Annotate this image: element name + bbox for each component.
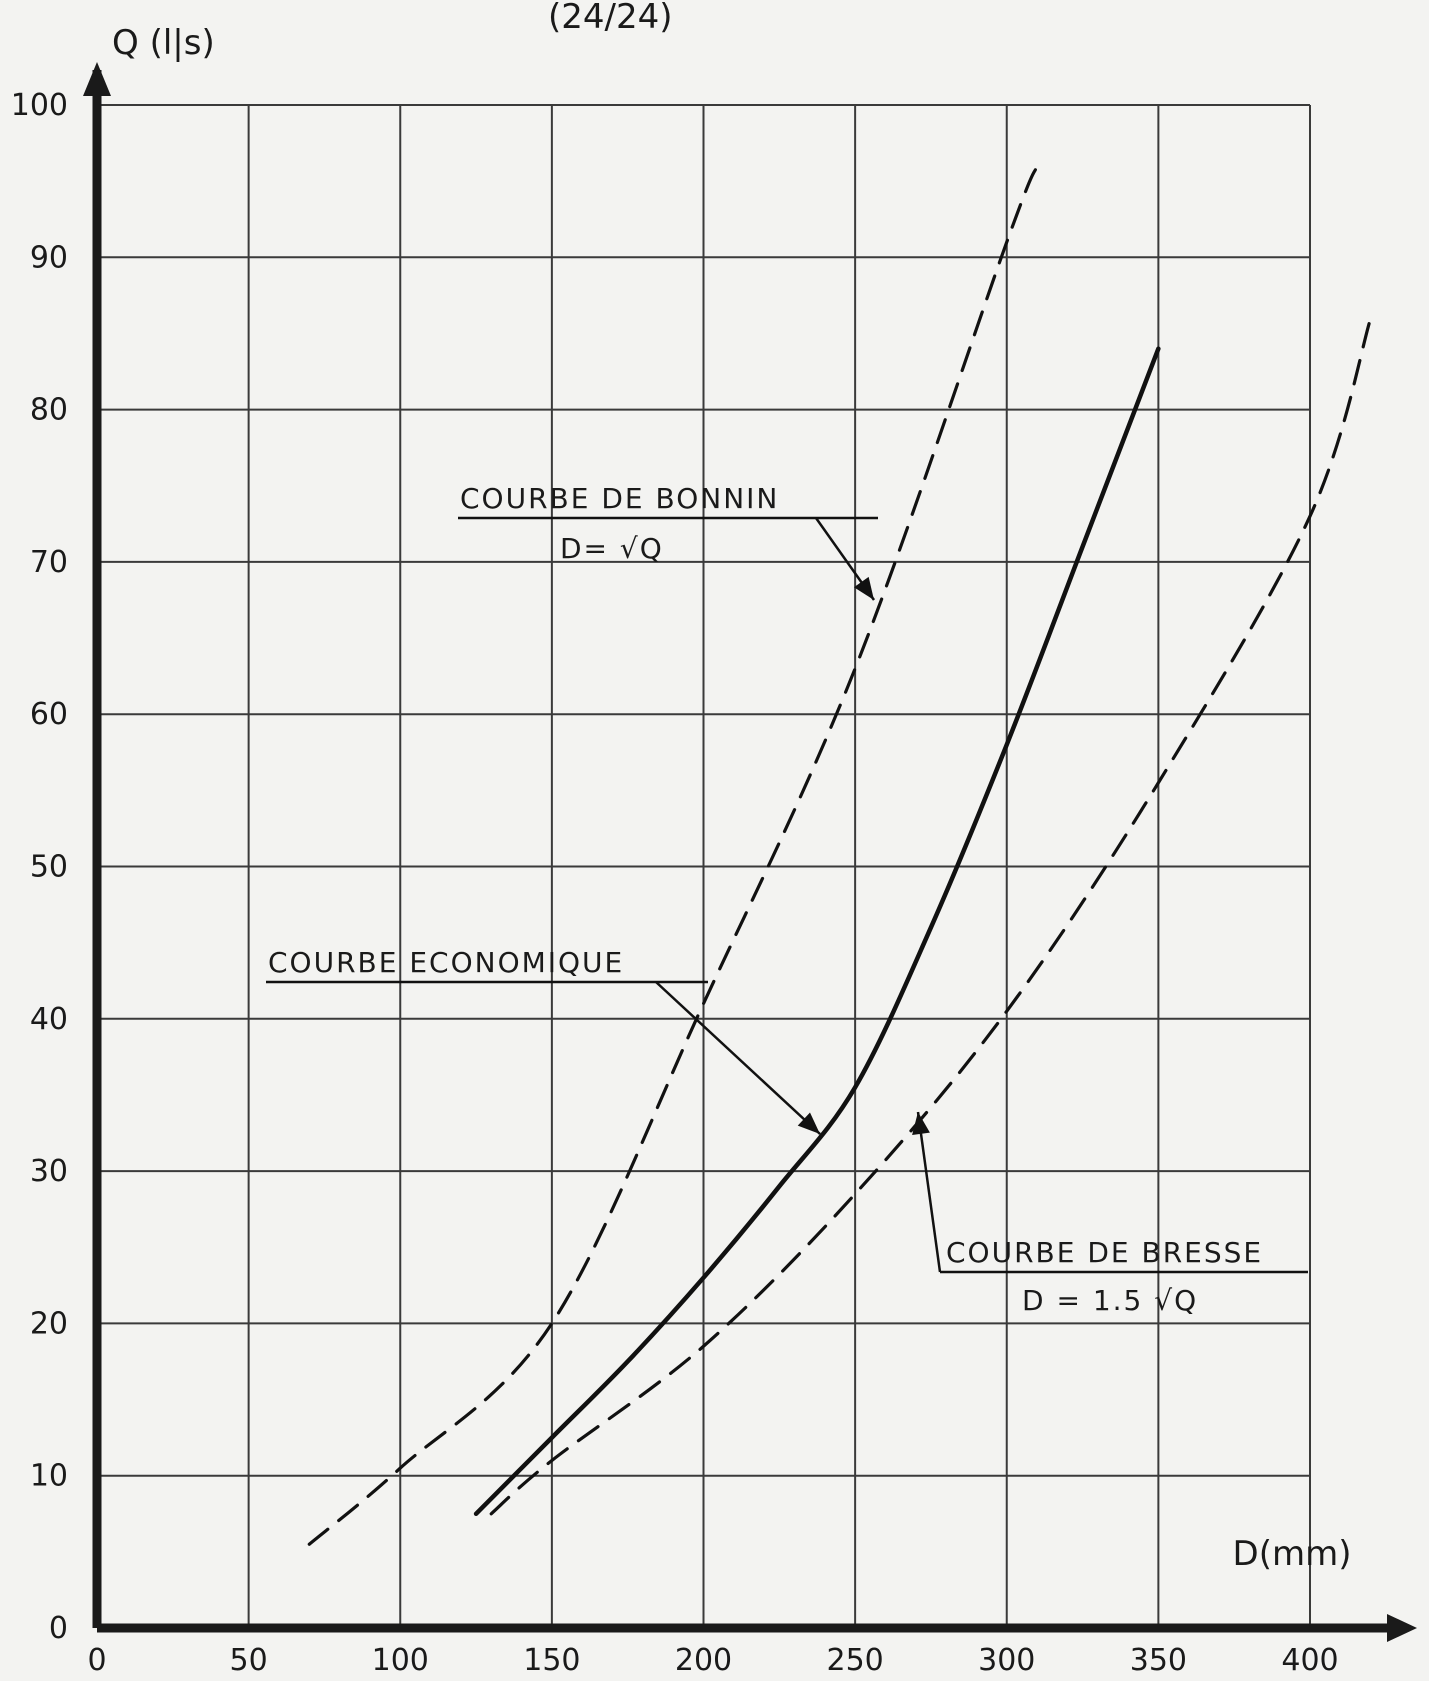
arrowhead-bresse [912,1112,930,1136]
annotation-bresse-name: COURBE DE BRESSE [946,1236,1263,1269]
y-tick-label-3: 30 [30,1154,68,1189]
series-line-0 [307,164,1039,1546]
y-axis-label: Q (l|s) [112,23,215,63]
annotation-bonnin-name: COURBE DE BONNIN [460,482,779,515]
y-tick-label-5: 50 [30,850,68,885]
leader-bresse [916,1111,942,1273]
y-tick-label-9: 90 [30,240,68,275]
annotations: COURBE DE BONNIN D= √Q COURBE ECONOMIQUE… [266,482,1308,1317]
x-tick-label-3: 150 [523,1643,580,1676]
y-tick-label-2: 20 [30,1306,68,1341]
grid-lines [97,104,1311,1628]
series-line-2 [489,316,1373,1516]
x-tick-label-0: 0 [87,1643,106,1676]
y-tick-labels: 0 10 20 30 40 50 60 70 80 90 100 [11,88,68,1646]
series-lines [307,164,1373,1546]
y-tick-label-4: 40 [30,1002,68,1037]
series-line-1 [473,346,1161,1517]
x-tick-label-7: 350 [1130,1643,1187,1676]
y-tick-label-7: 70 [30,545,68,580]
x-tick-label-5: 250 [826,1643,883,1676]
y-tick-label-0: 0 [49,1611,68,1646]
x-tick-labels: 0 50 100 150 200 250 300 350 400 [87,1643,1338,1678]
arrowhead-eco [797,1112,820,1134]
y-axis-arrow [83,62,111,96]
annotation-bonnin-formula: D= √Q [560,532,664,565]
x-tick-label-8: 400 [1281,1643,1338,1676]
x-tick-label-1: 50 [230,1643,268,1676]
x-axis-label: D(mm) [1233,1534,1352,1574]
x-tick-label-6: 300 [978,1643,1035,1676]
axes [83,62,1417,1642]
y-tick-label-1: 10 [30,1459,68,1494]
header-note: (24/24) [548,0,673,37]
y-tick-label-8: 80 [30,393,68,428]
leader-eco [655,981,821,1135]
y-tick-label-6: 60 [30,697,68,732]
annotation-economique-name: COURBE ECONOMIQUE [268,946,624,979]
annotation-bresse-formula: D = 1.5 √Q [1022,1284,1198,1317]
x-tick-label-2: 100 [372,1643,429,1676]
x-axis-arrow [1387,1614,1417,1642]
arrowhead-bonnin [853,576,874,600]
x-tick-label-4: 200 [675,1643,732,1676]
y-tick-label-10: 100 [11,88,68,123]
annotation-leaders [266,516,1308,1274]
